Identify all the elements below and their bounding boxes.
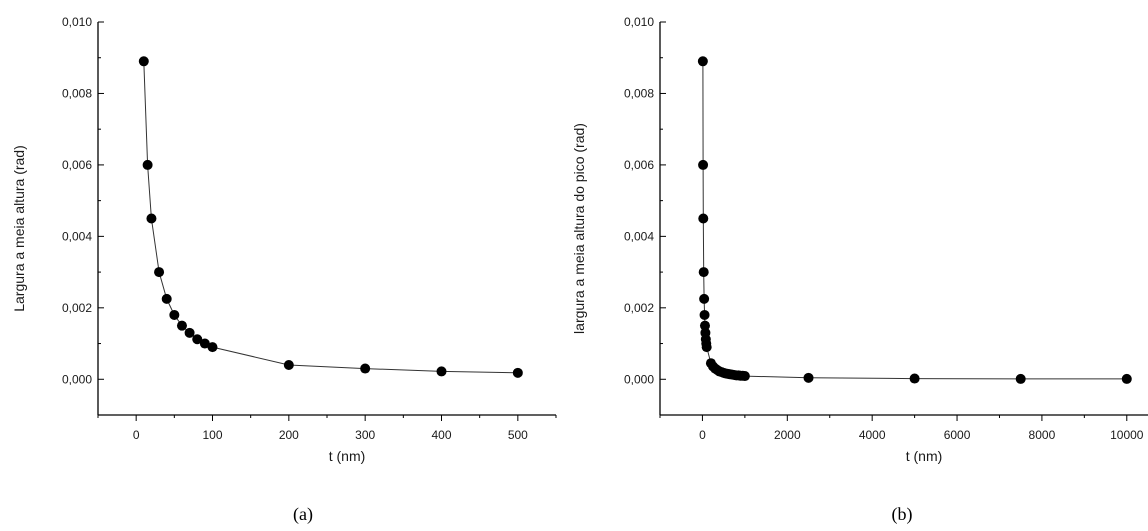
data-point xyxy=(199,338,210,349)
data-point xyxy=(699,320,710,331)
x-tick-label: 500 xyxy=(508,428,528,442)
y-tick-label: 0,010 xyxy=(62,15,92,29)
panel-caption: (a) xyxy=(293,504,313,525)
x-tick-label: 2000 xyxy=(774,428,801,442)
data-point xyxy=(176,320,187,331)
x-tick-label: 0 xyxy=(699,428,706,442)
data-point xyxy=(909,373,920,384)
data-point xyxy=(698,213,709,224)
x-tick-label: 10000 xyxy=(1110,428,1144,442)
data-point xyxy=(1121,373,1132,384)
y-tick-label: 0,000 xyxy=(624,372,654,386)
data-point xyxy=(697,56,708,67)
data-point xyxy=(699,309,710,320)
x-axis-title: t (nm) xyxy=(906,448,943,464)
x-tick-label: 0 xyxy=(133,428,140,442)
data-point xyxy=(739,371,750,382)
series-line xyxy=(143,61,518,374)
data-point xyxy=(1015,373,1026,384)
y-tick-label: 0,004 xyxy=(624,229,654,243)
chart-panel-b: 0,000 0,002 0,004 0,006 0,008 0,010 0 2000 4000 6… xyxy=(571,15,1148,525)
data-point xyxy=(154,267,165,278)
y-tick-label: 0,006 xyxy=(62,158,92,172)
x-tick-label: 400 xyxy=(431,428,451,442)
data-point xyxy=(161,293,172,304)
x-tick-label: 100 xyxy=(202,428,222,442)
y-tick-label: 0,008 xyxy=(624,86,654,100)
x-tick-label: 8000 xyxy=(1029,428,1056,442)
y-axis-title: Largura a meia altura (rad) xyxy=(11,145,27,312)
data-point xyxy=(698,267,709,278)
x-tick-label: 300 xyxy=(355,428,375,442)
data-point xyxy=(184,327,195,338)
data-point xyxy=(803,372,814,383)
data-point xyxy=(138,56,149,67)
y-axis-title: largura a meia altura do pico (rad) xyxy=(571,123,587,334)
y-tick-label: 0,008 xyxy=(62,86,92,100)
x-axis-title: t (nm) xyxy=(329,448,366,464)
x-tick-label: 4000 xyxy=(859,428,886,442)
y-tick-label: 0,006 xyxy=(624,158,654,172)
x-tick-label: 6000 xyxy=(944,428,971,442)
x-tick-label: 200 xyxy=(279,428,299,442)
data-point xyxy=(698,159,709,170)
data-point xyxy=(192,334,203,345)
y-tick-label: 0,002 xyxy=(624,301,654,315)
y-tick-label: 0,004 xyxy=(62,229,92,243)
panel-caption: (b) xyxy=(892,504,913,525)
data-point xyxy=(283,359,294,370)
data-point xyxy=(142,159,153,170)
series-line xyxy=(702,61,1127,380)
y-tick-label: 0,010 xyxy=(624,15,654,29)
y-tick-label: 0,000 xyxy=(62,372,92,386)
data-point xyxy=(699,293,710,304)
data-point xyxy=(512,367,523,378)
data-point xyxy=(436,366,447,377)
data-point xyxy=(169,309,180,320)
chart-panel-a: 0,000 0,002 0,004 0,006 0,008 0,010 0 100 200 300… xyxy=(11,15,557,525)
data-point xyxy=(701,342,712,353)
data-point xyxy=(207,342,218,353)
y-tick-label: 0,002 xyxy=(62,301,92,315)
data-point xyxy=(360,363,371,374)
data-point xyxy=(146,213,157,224)
